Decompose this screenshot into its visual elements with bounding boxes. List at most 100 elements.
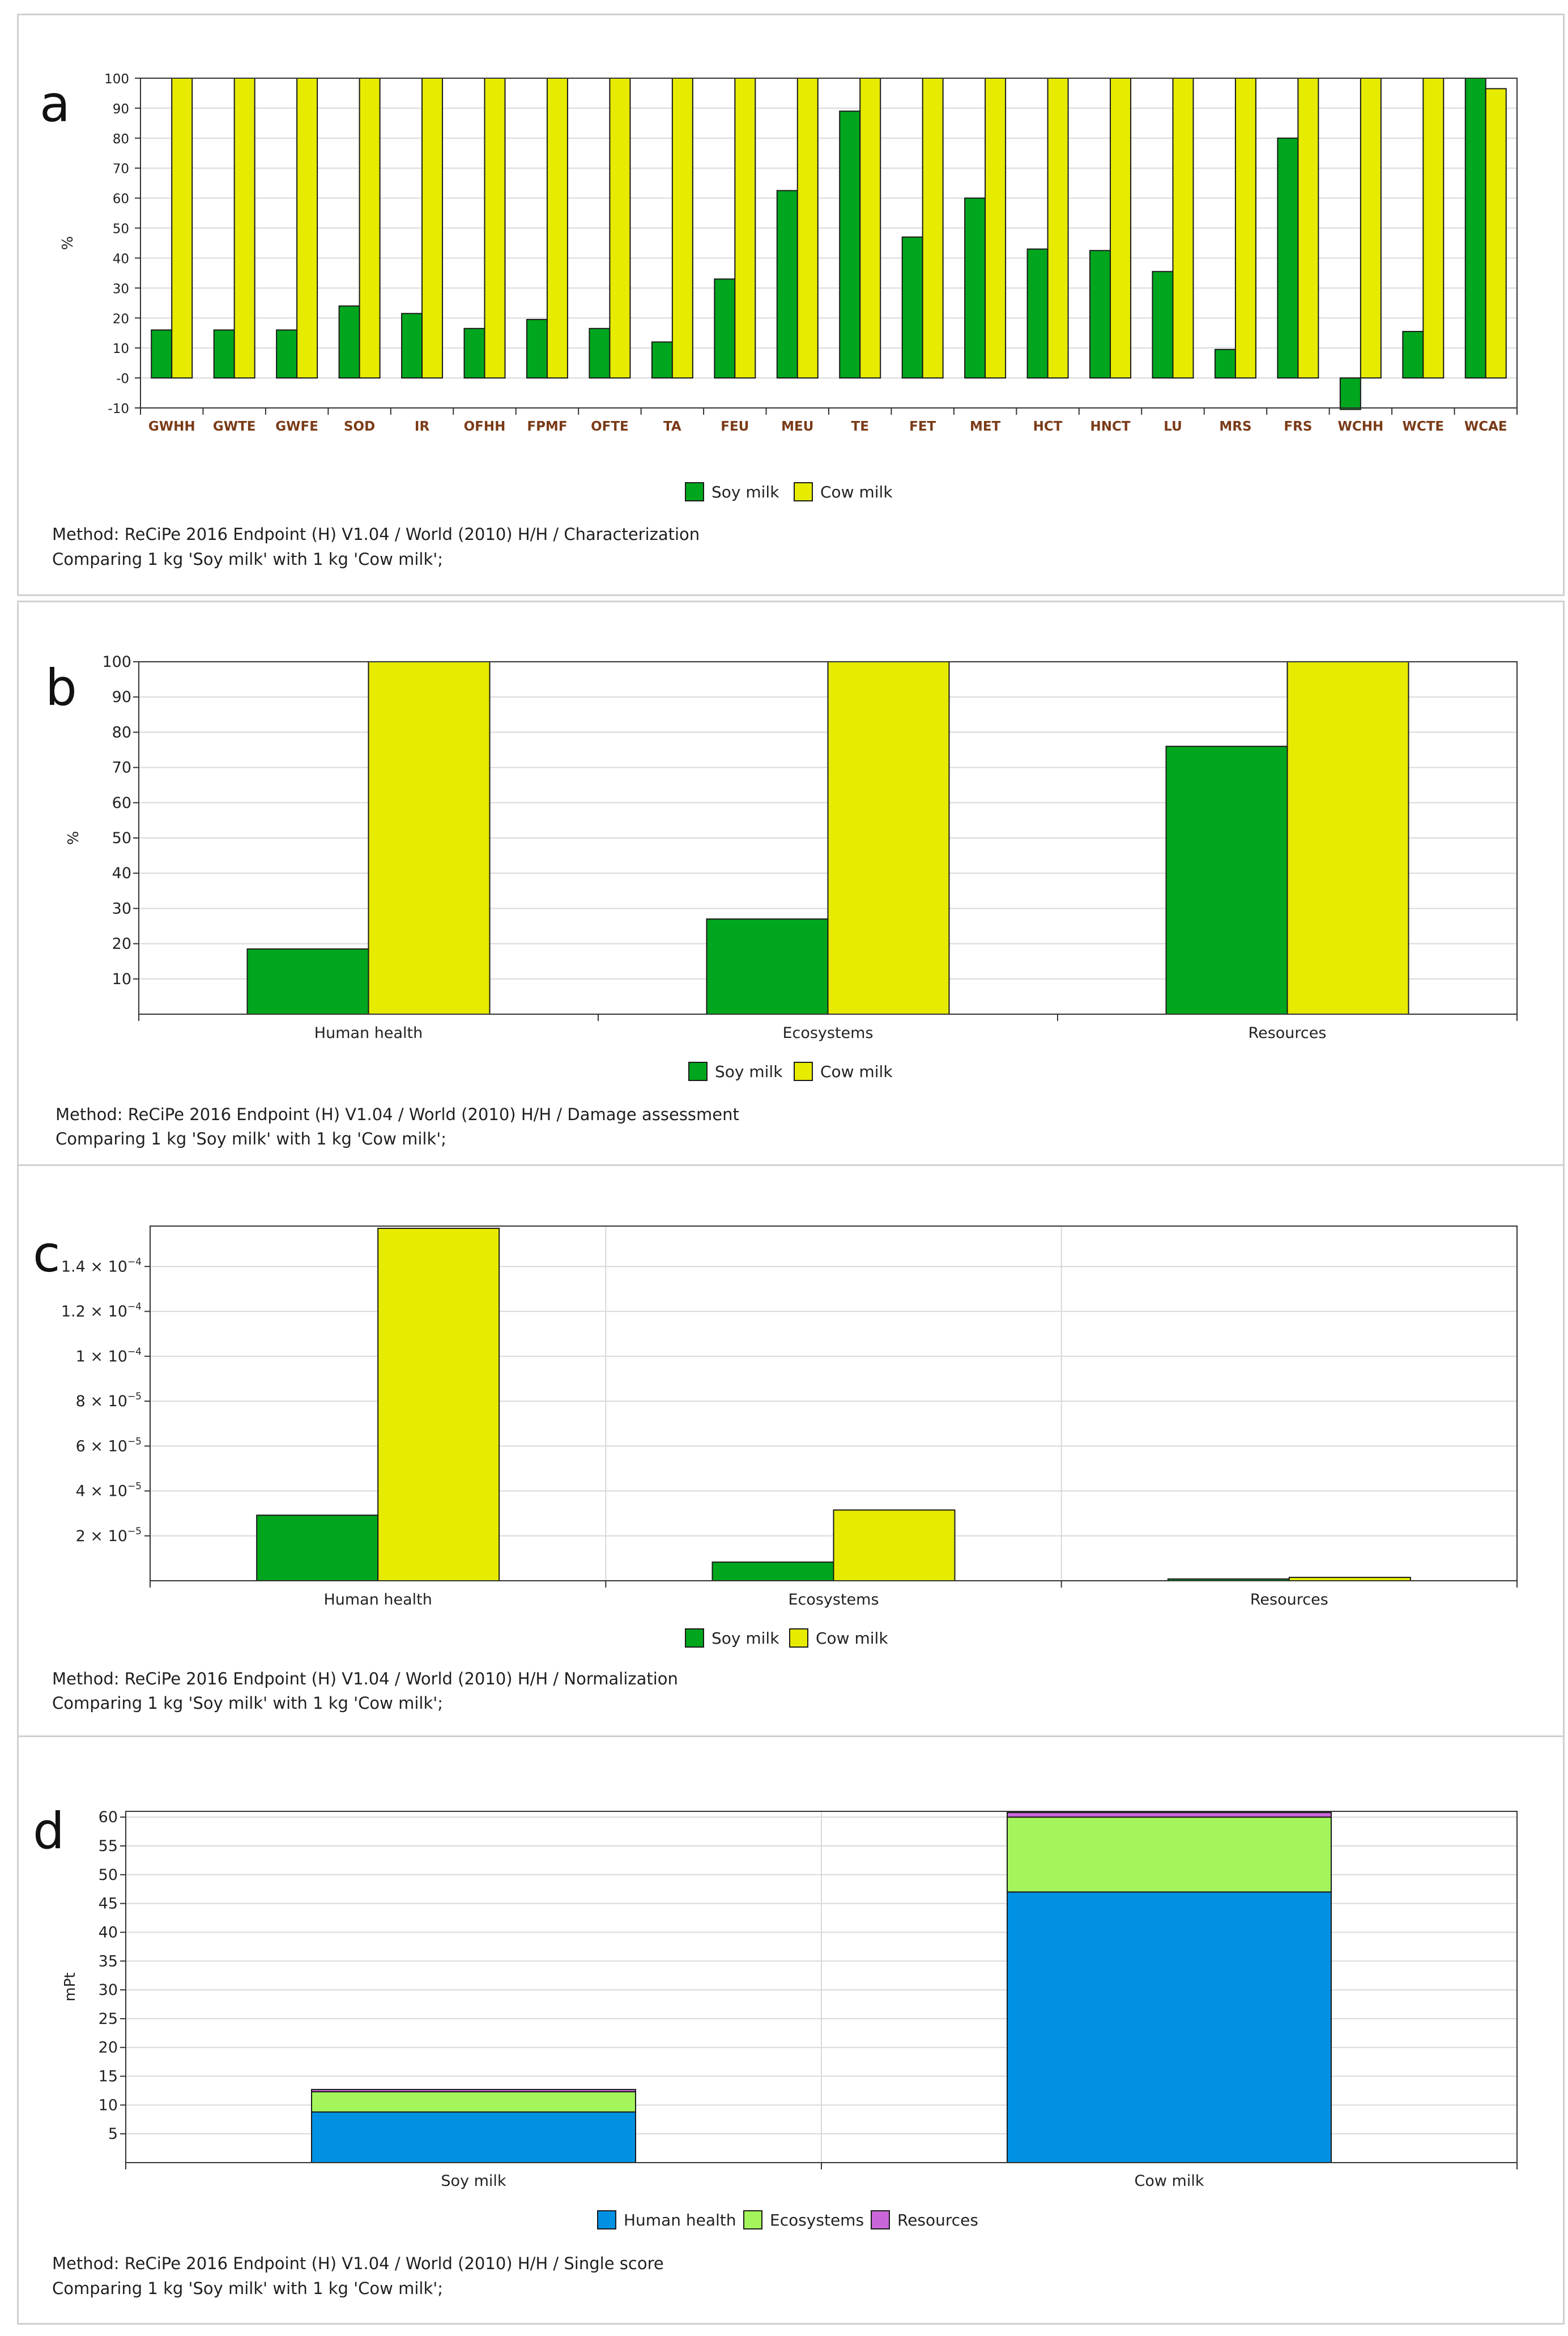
chart-a-ytick-label: 70 (113, 162, 129, 177)
chart-c-ytick-label: 1.2 × 10−4 (61, 1301, 142, 1321)
chart-d-bar-ecosystems (1007, 1816, 1332, 1893)
chart-a-ytick-label: 30 (113, 282, 129, 296)
chart-a-bar-cow (922, 78, 944, 379)
chart-a-bar-soy (1214, 348, 1236, 379)
chart-b-ytick-label: 10 (112, 971, 131, 988)
chart-a-bar-soy (839, 110, 861, 379)
chart-d-category-label: Cow milk (1135, 2172, 1204, 2190)
chart-c-bar-cow (833, 1509, 956, 1582)
chart-b-ytick-label: 40 (112, 865, 131, 882)
chart-d-legend-label: Resources (897, 2211, 978, 2229)
panel-letter-a: a (40, 75, 70, 133)
chart-a-category-label: IR (415, 419, 430, 434)
chart-c-legend-swatch (789, 1628, 808, 1648)
chart-a-category-label: HNCT (1090, 419, 1131, 434)
chart-a-category-label: MEU (781, 419, 813, 434)
chart-a-bar-soy (1339, 377, 1361, 410)
chart-a-legend-swatch (794, 482, 813, 501)
chart-c-legend-label: Cow milk (816, 1629, 888, 1648)
chart-d-ytick-label: 20 (99, 2039, 118, 2057)
chart-a-ytick-label: 40 (113, 252, 129, 266)
chart-c-legend-label: Soy milk (711, 1629, 779, 1648)
chart-a-category-label: FEU (721, 419, 749, 434)
method-text-a: Method: ReCiPe 2016 Endpoint (H) V1.04 /… (52, 525, 700, 544)
chart-c-ytick-label: 1 × 10−4 (76, 1346, 142, 1365)
chart-d-ytick-label: 50 (99, 1866, 118, 1884)
chart-a-bar-soy (1464, 78, 1486, 379)
chart-a-bar-soy (1152, 271, 1174, 379)
chart-a-category-label: OFHH (464, 419, 506, 434)
comparing-text-b: Comparing 1 kg 'Soy milk' with 1 kg 'Cow… (56, 1129, 446, 1148)
chart-a-bar-soy (338, 305, 360, 379)
chart-a-bar-soy (463, 327, 485, 379)
chart-a-category-label: MET (970, 419, 1001, 434)
chart-d-ylabel: mPt (62, 1972, 79, 2001)
chart-b-ytick-label: 50 (112, 829, 131, 847)
chart-d-ytick-label: 30 (99, 1981, 118, 1999)
chart-b-category-label: Human health (314, 1024, 423, 1042)
chart-b-bar-cow (368, 661, 491, 1015)
chart-a-bar-cow (171, 78, 193, 379)
chart-b-legend-label: Soy milk (715, 1062, 783, 1081)
chart-d-bar-ecosystems (311, 2091, 636, 2113)
chart-b-ytick-label: 30 (112, 900, 131, 917)
chart-a-bar-cow (1172, 78, 1194, 379)
chart-a-bar-cow (1422, 78, 1445, 379)
chart-d-ytick-label: 35 (99, 1952, 118, 1970)
chart-a-bar-soy (151, 329, 173, 379)
chart-a-bar-cow (1485, 88, 1507, 379)
chart-a-bar-cow (359, 78, 381, 379)
chart-a-bar-cow (734, 78, 756, 379)
chart-a-ytick-label: 60 (113, 192, 129, 207)
chart-b-ytick-label: 100 (102, 653, 131, 671)
chart-a-category-label: WCTE (1402, 419, 1444, 434)
chart-c-bar-soy (256, 1514, 379, 1581)
chart-a-bar-cow (985, 78, 1007, 379)
chart-a-bar-cow (1360, 78, 1382, 379)
chart-b-ytick-label: 20 (112, 935, 131, 953)
panel-letter-c: c (33, 1225, 61, 1283)
chart-a-bar-cow (671, 78, 693, 379)
chart-d-ytick-label: 60 (99, 1809, 118, 1826)
chart-a-category-label: TA (663, 419, 681, 434)
chart-a-category-label: FET (909, 419, 936, 434)
chart-d-ytick-label: 15 (99, 2068, 118, 2086)
chart-a-bar-cow (233, 78, 255, 379)
chart-b-bar-soy (246, 948, 369, 1015)
chart-a-category-label: LU (1164, 419, 1182, 434)
chart-d-legend-swatch (871, 2210, 890, 2229)
chart-a-ytick-label: -10 (108, 402, 129, 416)
chart-a-category-label: FPMF (527, 419, 567, 434)
chart-a-ytick-label: 20 (113, 312, 129, 326)
chart-a-plot-frame (140, 78, 1518, 409)
chart-b-bar-soy (1165, 746, 1288, 1015)
chart-b-bar-soy (706, 918, 829, 1015)
chart-a-bar-cow (484, 78, 506, 379)
chart-a-bar-soy (651, 341, 673, 379)
chart-a-bar-cow (1234, 78, 1256, 379)
chart-d-bar-human-health (311, 2111, 636, 2163)
chart-a-bar-soy (401, 313, 423, 379)
chart-d-ytick-label: 45 (99, 1895, 118, 1913)
chart-a-bar-cow (1047, 78, 1069, 379)
chart-a-bar-cow (796, 78, 819, 379)
chart-a-ylabel: % (59, 236, 76, 250)
chart-a-ytick-label: 100 (104, 72, 129, 87)
chart-a-category-label: GWHH (148, 419, 195, 434)
comparing-text-a: Comparing 1 kg 'Soy milk' with 1 kg 'Cow… (52, 550, 443, 569)
chart-a-bar-soy (776, 190, 798, 379)
chart-a-bar-soy (213, 329, 235, 379)
chart-a-bar-soy (714, 278, 736, 379)
chart-d-legend-label: Human health (624, 2211, 736, 2229)
chart-c-bar-soy (711, 1561, 834, 1582)
chart-a-ytick-label: -0 (116, 372, 129, 386)
chart-c-ytick-label: 8 × 10−5 (76, 1391, 142, 1410)
chart-a-ytick-label: 90 (113, 102, 129, 117)
chart-b-legend-label: Cow milk (820, 1062, 893, 1081)
chart-b-ytick-label: 80 (112, 724, 131, 741)
chart-a-bar-soy (589, 327, 611, 379)
chart-b-legend-swatch (794, 1062, 813, 1081)
chart-a-legend-label: Soy milk (711, 483, 779, 501)
chart-d-ytick-label: 5 (108, 2125, 118, 2143)
